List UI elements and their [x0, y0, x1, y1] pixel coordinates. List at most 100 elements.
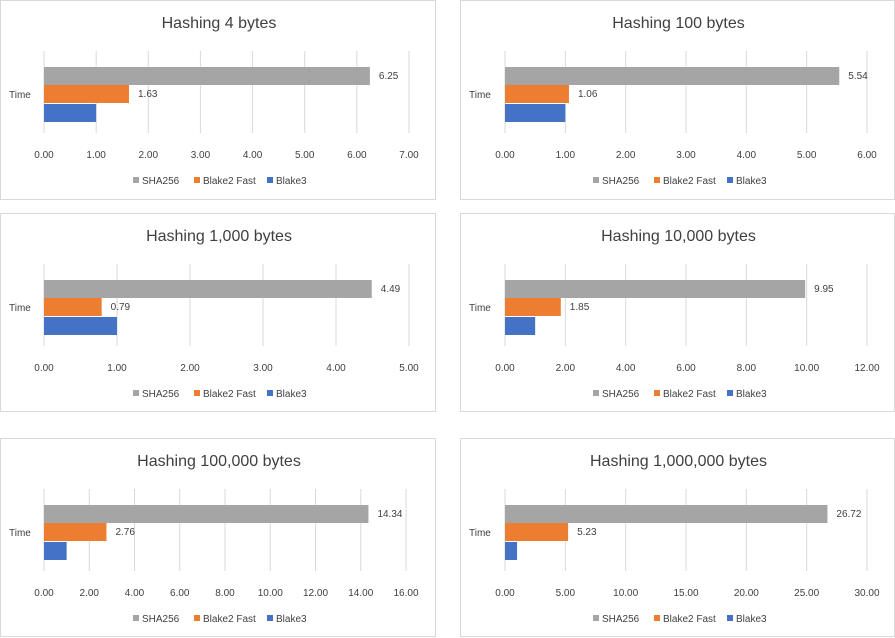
- data-label-blake2-fast: 0.79: [111, 302, 131, 313]
- data-label-blake2-fast: 1.63: [138, 89, 158, 100]
- x-tick-label: 25.00: [794, 588, 819, 599]
- bar-blake3: [44, 542, 67, 560]
- legend-label-blake2-fast: Blake2 Fast: [203, 176, 256, 187]
- bar-blake2-fast: [44, 298, 102, 316]
- data-label-sha256: 9.95: [814, 284, 834, 295]
- x-tick-label: 1.00: [556, 150, 576, 161]
- data-label-sha256: 26.72: [836, 509, 861, 520]
- legend-swatch-blake3: [267, 177, 273, 183]
- x-tick-label: 15.00: [673, 588, 698, 599]
- x-tick-label: 2.00: [80, 588, 100, 599]
- chart-svg: Hashing 1,000,000 bytes 0.00 5.00 10.00 15.0…: [469, 453, 880, 625]
- x-tick-label: 6.00: [347, 150, 367, 161]
- chart-svg: Hashing 100,000 bytes 0.00 2.00 4.00 6.00 8.0…: [9, 453, 419, 625]
- category-label: Time: [469, 303, 491, 314]
- chart-title: Hashing 1,000,000 bytes: [590, 453, 767, 470]
- x-tick-label: 7.00: [399, 150, 419, 161]
- chart-svg: Hashing 4 bytes 0.00 1.00 2.00 3.00 4.00 5.00 6…: [9, 15, 419, 187]
- x-tick-label: 1.00: [107, 363, 127, 374]
- bar-blake2-fast: [44, 523, 107, 541]
- x-tick-label: 10.00: [794, 363, 819, 374]
- legend-swatch-blake3: [727, 390, 733, 396]
- x-tick-label: 3.00: [676, 150, 696, 161]
- x-tick-label: 0.00: [34, 588, 54, 599]
- legend-swatch-sha256: [133, 390, 139, 396]
- legend-swatch-blake2-fast: [194, 177, 200, 183]
- x-tick-label: 0.00: [495, 588, 515, 599]
- legend-label-sha256: SHA256: [602, 389, 640, 400]
- legend-swatch-blake2-fast: [654, 177, 660, 183]
- x-tick-label: 4.00: [243, 150, 263, 161]
- chart-title: Hashing 1,000 bytes: [146, 228, 292, 245]
- legend-label-blake3: Blake3: [276, 389, 307, 400]
- x-tick-label: 14.00: [348, 588, 373, 599]
- bar-blake2-fast: [505, 298, 561, 316]
- x-tick-label: 4.00: [616, 363, 636, 374]
- legend-label-blake3: Blake3: [276, 614, 307, 625]
- x-tick-label: 12.00: [303, 588, 328, 599]
- legend-label-blake2-fast: Blake2 Fast: [663, 389, 716, 400]
- legend-swatch-blake3: [727, 615, 733, 621]
- x-tick-label: 3.00: [191, 150, 211, 161]
- data-label-sha256: 14.34: [377, 509, 402, 520]
- chart-panel-100000-bytes: Hashing 100,000 bytes 0.00 2.00 4.00 6.00 8.0…: [0, 438, 436, 637]
- x-tick-label: 10.00: [258, 588, 283, 599]
- legend-label-blake2-fast: Blake2 Fast: [663, 176, 716, 187]
- chart-title: Hashing 10,000 bytes: [601, 228, 756, 245]
- legend-label-sha256: SHA256: [602, 176, 640, 187]
- bar-blake2-fast: [505, 85, 569, 103]
- bar-blake3: [44, 317, 117, 335]
- bar-blake3: [505, 104, 566, 122]
- x-tick-label: 5.00: [797, 150, 817, 161]
- x-tick-label: 5.00: [295, 150, 315, 161]
- legend-swatch-blake2-fast: [654, 615, 660, 621]
- legend-swatch-sha256: [133, 177, 139, 183]
- legend-swatch-sha256: [593, 390, 599, 396]
- data-label-blake2-fast: 5.23: [577, 527, 597, 538]
- x-tick-label: 2.00: [616, 150, 636, 161]
- bar-blake3: [505, 542, 518, 560]
- bar-blake2-fast: [505, 523, 569, 541]
- chart-panel-1000000-bytes: Hashing 1,000,000 bytes 0.00 5.00 10.00 15.0…: [460, 438, 895, 637]
- bar-blake2-fast: [44, 85, 129, 103]
- category-label: Time: [9, 90, 31, 101]
- legend-label-blake2-fast: Blake2 Fast: [203, 614, 256, 625]
- category-label: Time: [469, 528, 491, 539]
- category-label: Time: [469, 90, 491, 101]
- legend-swatch-sha256: [133, 615, 139, 621]
- x-tick-label: 6.00: [676, 363, 696, 374]
- legend-swatch-sha256: [593, 615, 599, 621]
- x-tick-label: 5.00: [399, 363, 419, 374]
- legend-label-blake3: Blake3: [736, 614, 767, 625]
- bar-sha256: [505, 280, 806, 298]
- category-label: Time: [9, 528, 31, 539]
- chart-panel-1000-bytes: Hashing 1,000 bytes 0.00 1.00 2.00 3.00 4.00 5…: [0, 213, 436, 412]
- x-tick-label: 3.00: [253, 363, 273, 374]
- legend-label-blake2-fast: Blake2 Fast: [663, 614, 716, 625]
- legend-swatch-blake3: [267, 615, 273, 621]
- data-label-sha256: 5.54: [848, 71, 868, 82]
- x-tick-label: 6.00: [170, 588, 190, 599]
- chart-svg: Hashing 10,000 bytes 0.00 2.00 4.00 6.00 8.00…: [469, 228, 880, 400]
- bar-blake3: [44, 104, 97, 122]
- x-tick-label: 6.00: [857, 150, 877, 161]
- data-label-blake2-fast: 2.76: [115, 527, 135, 538]
- x-tick-label: 8.00: [215, 588, 235, 599]
- data-label-sha256: 6.25: [379, 71, 399, 82]
- chart-svg: Hashing 1,000 bytes 0.00 1.00 2.00 3.00 4.00 5…: [9, 228, 419, 400]
- bar-sha256: [44, 280, 372, 298]
- x-tick-label: 4.00: [125, 588, 145, 599]
- x-tick-label: 0.00: [34, 150, 54, 161]
- legend-label-blake2-fast: Blake2 Fast: [203, 389, 256, 400]
- x-tick-label: 1.00: [86, 150, 106, 161]
- chart-title: Hashing 100 bytes: [612, 15, 745, 32]
- x-tick-label: 10.00: [613, 588, 638, 599]
- legend-swatch-blake3: [727, 177, 733, 183]
- x-tick-label: 4.00: [326, 363, 346, 374]
- legend-label-sha256: SHA256: [142, 614, 180, 625]
- legend-label-blake3: Blake3: [736, 176, 767, 187]
- legend-label-blake3: Blake3: [736, 389, 767, 400]
- chart-title: Hashing 4 bytes: [162, 15, 277, 32]
- x-tick-label: 5.00: [556, 588, 576, 599]
- legend-swatch-blake2-fast: [654, 390, 660, 396]
